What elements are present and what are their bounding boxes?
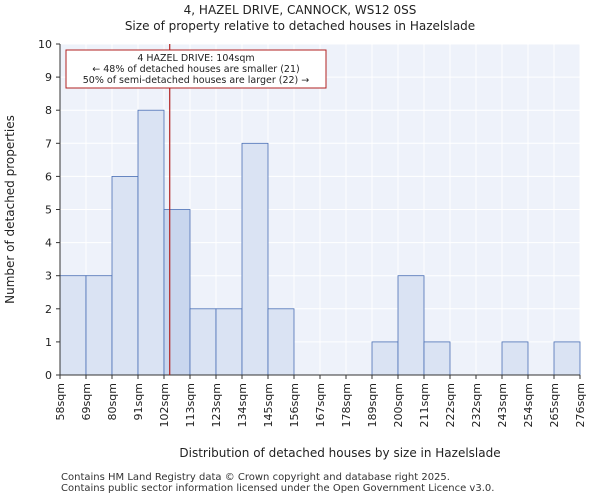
footer-licence: Contains public sector information licen…	[61, 483, 495, 494]
x-tick-label: 222sqm	[444, 383, 457, 427]
x-tick-label: 232sqm	[470, 383, 483, 427]
histogram-bar	[501, 341, 529, 376]
x-tick-label: 113sqm	[184, 383, 197, 427]
histogram-bar	[111, 175, 139, 376]
y-tick-label: 5	[45, 204, 52, 217]
y-tick-label: 8	[45, 104, 52, 117]
y-axis-label: Number of detached properties	[3, 115, 17, 304]
annotation-line-2: ← 48% of detached houses are smaller (21…	[92, 64, 299, 75]
y-tick-label: 3	[45, 270, 52, 283]
x-tick-label: 211sqm	[418, 383, 431, 427]
y-tick-label: 4	[45, 237, 52, 250]
histogram-chart: 0 1 2 3 4 5 6 7 8 9 10 58sqm 69sqm 80sqm 91sqm 102sqm 11…	[3, 38, 587, 460]
histogram-bar	[59, 275, 87, 376]
annotation-line-3: 50% of semi-detached houses are larger (…	[83, 75, 310, 86]
annotation-line-1: 4 HAZEL DRIVE: 104sqm	[137, 53, 254, 64]
x-tick-label: 156sqm	[288, 383, 301, 427]
x-tick-label: 265sqm	[548, 383, 561, 427]
histogram-bar	[423, 341, 451, 376]
histogram-bar	[215, 308, 243, 376]
y-tick-label: 0	[45, 369, 52, 382]
x-tick-label: 254sqm	[522, 383, 535, 427]
x-tick-label: 243sqm	[496, 383, 509, 427]
x-tick-label: 69sqm	[80, 383, 93, 420]
x-tick-label: 145sqm	[262, 383, 275, 427]
y-tick-label: 2	[45, 303, 52, 316]
chart-title: 4, HAZEL DRIVE, CANNOCK, WS12 0SS	[183, 3, 417, 17]
x-tick-label: 276sqm	[574, 383, 587, 427]
y-tick-label: 1	[45, 336, 52, 349]
y-tick-label: 10	[38, 38, 52, 51]
x-tick-label: 80sqm	[106, 383, 119, 420]
histogram-bar	[241, 142, 269, 376]
x-tick-label: 123sqm	[210, 383, 223, 427]
x-tick-label: 134sqm	[236, 383, 249, 427]
histogram-bar	[397, 275, 425, 376]
x-tick-label: 189sqm	[366, 383, 379, 427]
histogram-bar	[553, 341, 581, 376]
y-tick-label: 7	[45, 137, 52, 150]
x-tick-label: 200sqm	[392, 383, 405, 427]
x-axis-label: Distribution of detached houses by size …	[179, 446, 500, 460]
histogram-bar	[267, 308, 295, 376]
x-tick-label: 178sqm	[340, 383, 353, 427]
histogram-bar	[137, 109, 165, 376]
chart-subtitle: Size of property relative to detached ho…	[124, 19, 476, 33]
footer-copyright: Contains HM Land Registry data © Crown c…	[61, 472, 450, 483]
x-tick-label: 102sqm	[158, 383, 171, 427]
histogram-bar	[189, 308, 217, 376]
histogram-bar	[85, 275, 113, 376]
x-tick-label: 58sqm	[54, 383, 67, 420]
y-tick-label: 9	[45, 71, 52, 84]
x-tick-label: 91sqm	[132, 383, 145, 420]
histogram-bar	[371, 341, 399, 376]
histogram-bar	[163, 209, 191, 376]
annotation-box	[65, 49, 327, 89]
x-tick-label: 167sqm	[314, 383, 327, 427]
y-tick-label: 6	[45, 170, 52, 183]
